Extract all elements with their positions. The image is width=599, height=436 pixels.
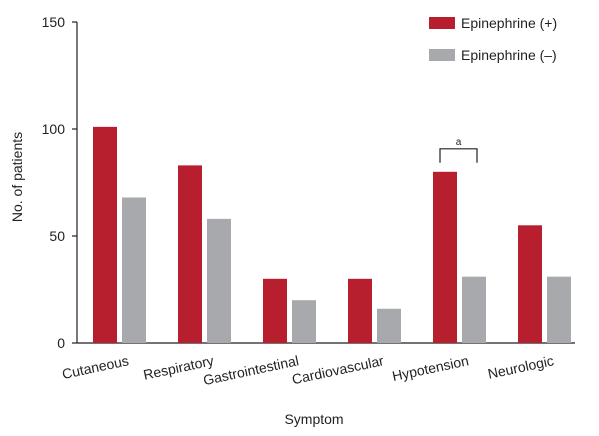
significance-bracket — [439, 148, 478, 163]
bar-cardiovascular-series-2 — [377, 308, 401, 343]
legend-swatch-series-1 — [429, 17, 455, 29]
y-tick-label: 150 — [42, 14, 66, 30]
legend: Epinephrine (+) Epinephrine (–) — [429, 15, 557, 63]
x-tick-label: Gastrointestinal — [202, 352, 300, 388]
legend-label-series-2: Epinephrine (–) — [461, 47, 557, 63]
bar-cutaneous-series-1 — [93, 126, 117, 343]
bar-neurologic-series-1 — [518, 225, 542, 343]
significance-label: a — [456, 137, 462, 148]
bar-hypotension-series-1 — [433, 171, 457, 343]
y-tick-label: 50 — [49, 228, 65, 244]
x-tick-label: Hypotension — [391, 352, 470, 384]
y-axis-title: No. of patients — [9, 132, 25, 222]
x-tick-label: Cutaneous — [61, 352, 131, 382]
bar-neurologic-series-2 — [547, 276, 571, 343]
annotations: a — [439, 137, 478, 163]
x-axis-title: Symptom — [284, 411, 343, 427]
y-tick-label: 0 — [57, 335, 65, 351]
bar-respiratory-series-1 — [178, 165, 202, 343]
legend-label-series-1: Epinephrine (+) — [461, 15, 557, 31]
bar-cardiovascular-series-1 — [348, 278, 372, 343]
x-tick-label: Neurologic — [486, 352, 555, 382]
bar-respiratory-series-2 — [207, 218, 231, 343]
bar-hypotension-series-2 — [462, 276, 486, 343]
x-tick-label: Cardiovascular — [290, 352, 385, 387]
bar-cutaneous-series-2 — [122, 197, 146, 343]
category-labels: Cutaneous RespiratoryGastrointestinalCard… — [61, 352, 556, 388]
bar-gastrointestinal-series-1 — [263, 278, 287, 343]
y-axis: 0 50 100 150 — [42, 14, 78, 351]
bars — [93, 126, 571, 343]
y-tick-label: 100 — [42, 121, 66, 137]
bar-gastrointestinal-series-2 — [292, 300, 316, 343]
legend-swatch-series-2 — [429, 49, 455, 61]
